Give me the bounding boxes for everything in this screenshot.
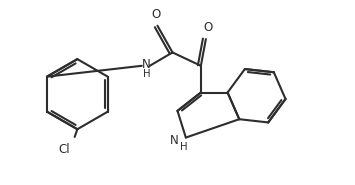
Text: H: H (143, 69, 150, 79)
Text: N: N (170, 134, 179, 147)
Text: Cl: Cl (58, 143, 70, 156)
Text: N: N (141, 58, 150, 71)
Text: O: O (151, 8, 160, 21)
Text: H: H (180, 142, 187, 152)
Text: O: O (203, 21, 212, 34)
